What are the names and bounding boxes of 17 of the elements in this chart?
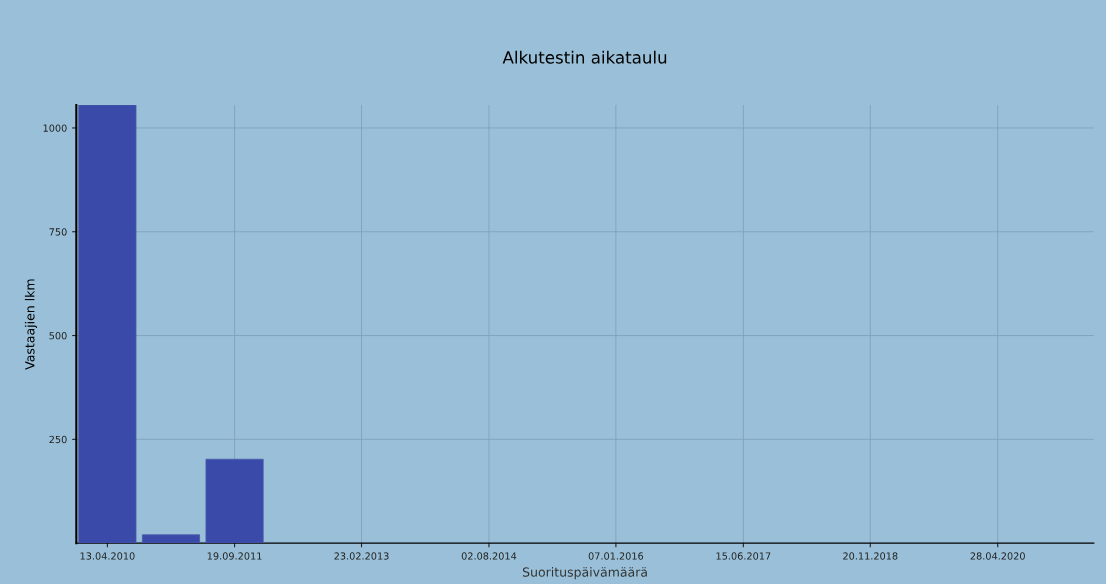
bar <box>205 458 264 544</box>
chart-title: Alkutestin aikataulu <box>502 50 667 64</box>
y-tick-label: 750 <box>49 228 67 236</box>
y-axis-title: Vastaajien lkm <box>24 279 37 370</box>
y-tick-label: 500 <box>49 332 67 340</box>
y-tick-label: 250 <box>49 435 67 444</box>
x-tick-label: 02.08.2014 <box>461 552 517 560</box>
x-tick-label: 20.11.2018 <box>843 552 898 560</box>
x-tick-label: 19.09.2011 <box>207 552 262 560</box>
bar <box>141 534 201 544</box>
x-tick-label: 07.01.2016 <box>588 552 644 560</box>
x-tick-label: 13.04.2010 <box>80 552 135 560</box>
y-tick-label: 1000 <box>43 124 67 132</box>
x-tick-label: 23.02.2013 <box>334 552 389 560</box>
x-axis-title: Suorituspäivämäärä <box>522 567 647 580</box>
x-tick-label: 15.06.2017 <box>716 552 771 560</box>
x-tick-label: 28.04.2020 <box>970 552 1025 560</box>
